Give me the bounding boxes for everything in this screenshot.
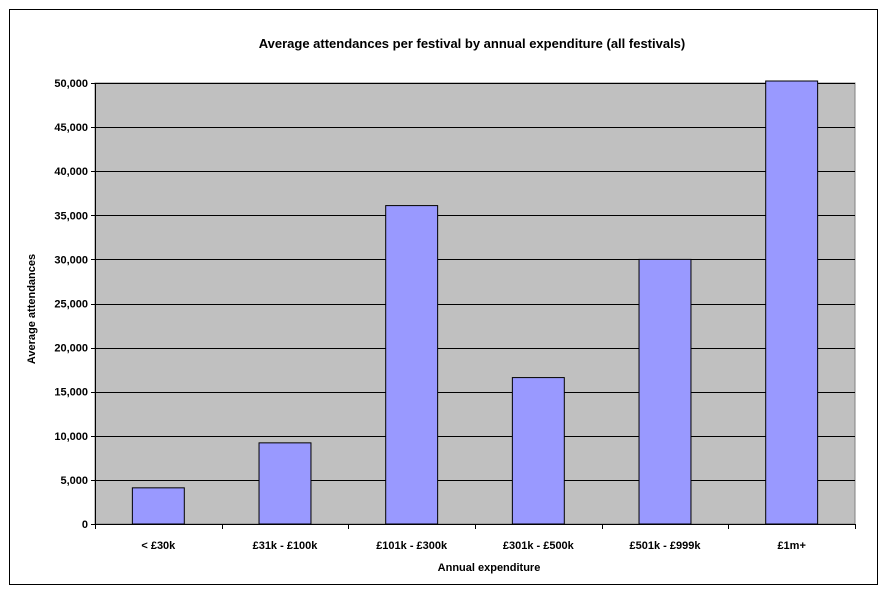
x-axis-label: Annual expenditure (438, 562, 541, 574)
x-tick-label: £501k - £999k (630, 540, 702, 552)
bar (258, 442, 312, 525)
y-tick-label: 30,000 (54, 254, 88, 266)
y-tick-label: 45,000 (54, 122, 88, 134)
bar (511, 377, 565, 525)
y-tick-label: 25,000 (54, 299, 88, 311)
y-tick-label: 10,000 (54, 431, 88, 443)
plot-area (94, 82, 856, 525)
y-tick-label: 40,000 (54, 166, 88, 178)
bar (638, 258, 692, 525)
x-tick-label: £101k - £300k (376, 540, 448, 552)
y-tick-label: 0 (82, 519, 88, 531)
y-tick-label: 5,000 (60, 475, 88, 487)
bar (765, 80, 819, 525)
x-tick-label: < £30k (141, 540, 176, 552)
bar (131, 487, 185, 525)
y-tick-label: 15,000 (54, 387, 88, 399)
x-tick-label: £301k - £500k (503, 540, 575, 552)
x-tick-label: £31k - £100k (253, 540, 319, 552)
y-tick-label: 50,000 (54, 78, 88, 90)
y-tick-labels: 0 5,000 10,000 15,000 20,000 25,000 30,000 35,0… (54, 78, 88, 531)
y-tick-label: 35,000 (54, 210, 88, 222)
gridlines (95, 83, 855, 481)
x-tick-label: £1m+ (777, 540, 805, 552)
y-tick-label: 20,000 (54, 343, 88, 355)
chart-title: Average attendances per festival by annu… (259, 36, 686, 51)
axes (91, 83, 856, 529)
x-tick-labels: < £30k £31k - £100k £101k - £300k £301k - £… (141, 540, 806, 552)
bar (385, 205, 439, 525)
y-axis-label: Average attendances (26, 254, 38, 364)
